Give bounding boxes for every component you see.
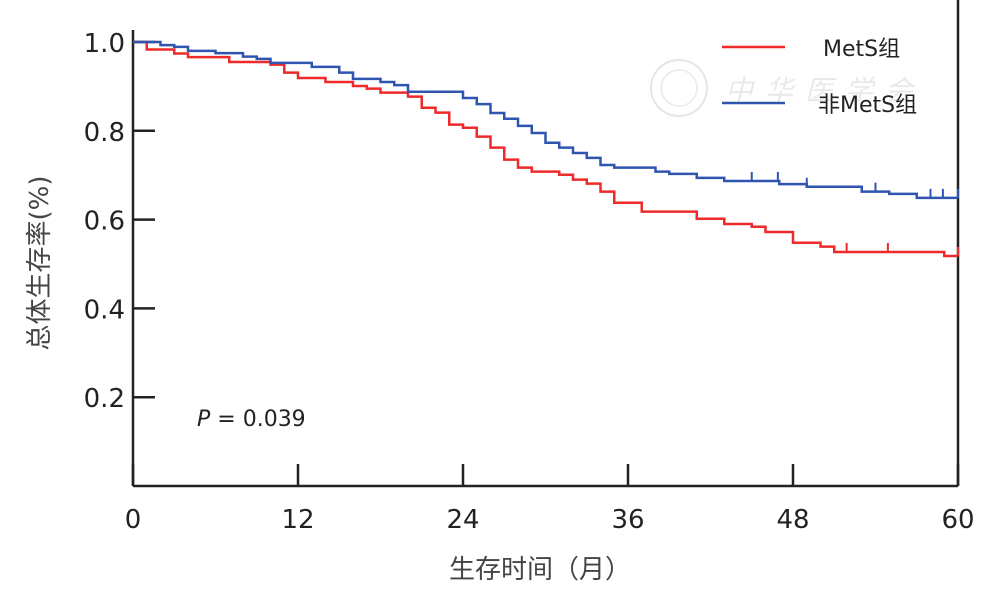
y-tick-label: 0.6 <box>84 207 125 237</box>
x-tick-label: 0 <box>125 505 142 535</box>
x-tick-label: 36 <box>611 505 644 535</box>
x-tick-label: 12 <box>281 505 314 535</box>
p-label: P <box>197 407 211 432</box>
x-tick-label: 60 <box>941 505 974 535</box>
y-axis-label: 总体生存率(%) <box>25 176 55 351</box>
y-tick-label: 1.0 <box>84 29 125 59</box>
x-tick-label: 24 <box>446 505 479 535</box>
p-value-annotation: P = 0.039 <box>197 407 306 432</box>
legend-label-non-mets: 非MetS组 <box>818 93 917 118</box>
y-tick-label: 0.2 <box>84 384 125 414</box>
p-value: = 0.039 <box>210 407 305 432</box>
survival-curve-non-mets <box>133 40 958 200</box>
axes: 0 12 24 36 48 60 0.2 0.4 0.6 0.8 1.0 <box>84 0 975 535</box>
legend: MetS组 非MetS组 <box>722 37 917 118</box>
watermark-seal: 中华医学会 <box>650 59 925 117</box>
y-tick-label: 0.4 <box>84 295 125 325</box>
curves <box>133 40 959 258</box>
survival-curve-mets <box>133 40 958 258</box>
x-tick-label: 48 <box>776 505 809 535</box>
x-axis-label: 生存时间（月） <box>449 555 631 585</box>
legend-label-mets: MetS组 <box>823 37 900 62</box>
watermark-text: 中华医学会 <box>725 74 925 107</box>
y-tick-label: 0.8 <box>84 118 125 148</box>
